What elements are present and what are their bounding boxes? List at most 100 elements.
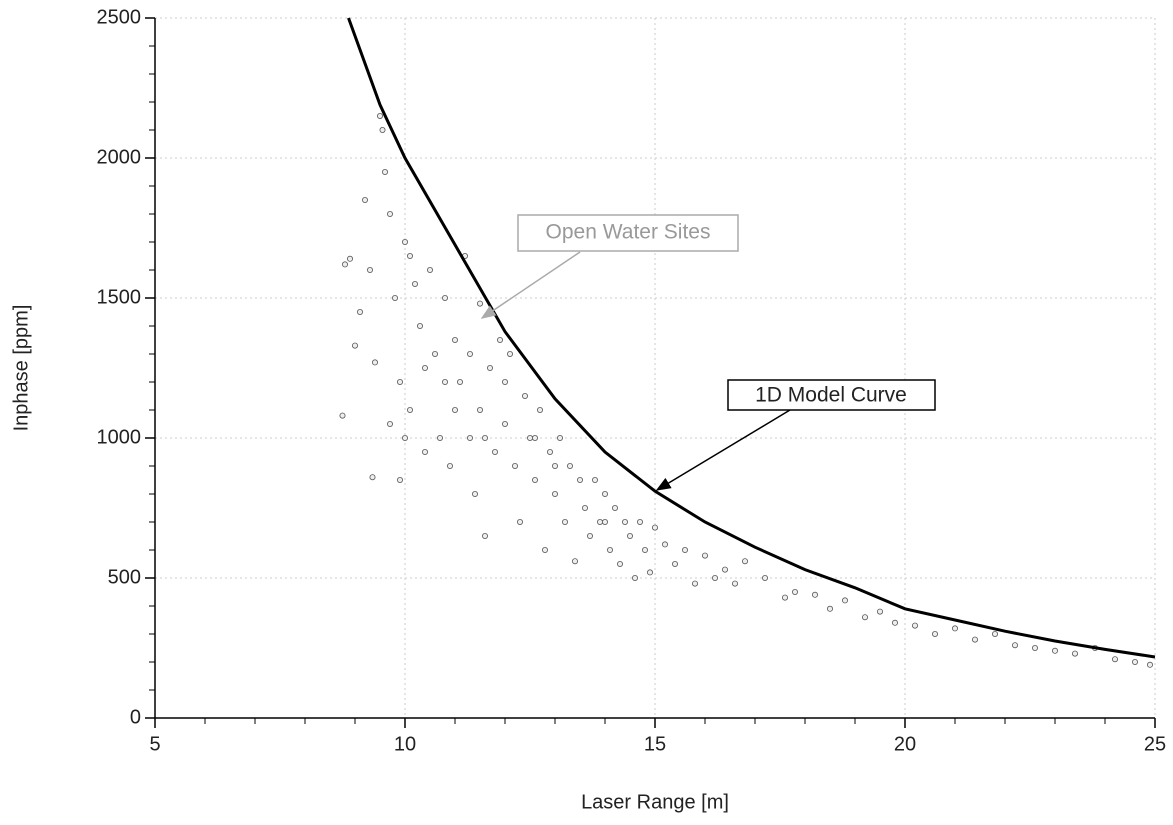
point	[597, 519, 604, 526]
point	[582, 504, 589, 511]
point	[401, 238, 408, 245]
point	[341, 261, 348, 268]
point	[441, 378, 448, 385]
point	[572, 558, 579, 565]
point	[481, 533, 488, 540]
point	[1032, 645, 1039, 652]
point	[506, 350, 513, 357]
point	[386, 210, 393, 217]
point	[932, 631, 939, 638]
point	[451, 406, 458, 413]
y-tick-label: 2500	[97, 6, 142, 28]
point	[501, 420, 508, 427]
point	[587, 533, 594, 540]
point	[496, 336, 503, 343]
x-axis-label: Laser Range [m]	[581, 791, 729, 813]
point	[577, 476, 584, 483]
point	[456, 378, 463, 385]
point	[1052, 647, 1059, 654]
point	[1012, 642, 1019, 649]
point	[742, 558, 749, 565]
point	[672, 561, 679, 568]
point	[602, 490, 609, 497]
point	[436, 434, 443, 441]
point	[366, 266, 373, 273]
point	[446, 462, 453, 469]
point	[396, 378, 403, 385]
point	[1072, 650, 1079, 657]
point	[662, 541, 669, 548]
point	[371, 359, 378, 366]
point	[567, 462, 574, 469]
x-tick-label: 15	[644, 733, 666, 755]
annotation-arrow	[480, 251, 581, 319]
point	[401, 434, 408, 441]
point	[369, 474, 376, 481]
point	[557, 434, 564, 441]
point	[411, 280, 418, 287]
point	[386, 420, 393, 427]
point	[912, 622, 919, 629]
annotation-text: Open Water Sites	[546, 221, 711, 244]
point	[642, 547, 649, 554]
point	[647, 569, 654, 576]
point	[512, 462, 519, 469]
point	[682, 547, 689, 554]
point	[542, 547, 549, 554]
point	[622, 519, 629, 526]
point	[632, 575, 639, 582]
point	[416, 322, 423, 329]
point	[652, 524, 659, 531]
annotation-text: 1D Model Curve	[755, 384, 907, 407]
point	[532, 434, 539, 441]
point	[381, 168, 388, 175]
point	[617, 561, 624, 568]
point	[792, 589, 799, 596]
point	[612, 504, 619, 511]
point	[952, 625, 959, 632]
y-tick-label: 2000	[97, 146, 142, 168]
point	[827, 605, 834, 612]
point	[406, 406, 413, 413]
point	[346, 255, 353, 262]
point	[426, 266, 433, 273]
point	[842, 597, 849, 604]
point	[552, 462, 559, 469]
point	[1147, 661, 1154, 668]
x-tick-label: 5	[149, 733, 160, 755]
point	[517, 519, 524, 526]
point	[627, 533, 634, 540]
point	[602, 519, 609, 526]
point	[431, 350, 438, 357]
point	[862, 614, 869, 621]
point	[451, 336, 458, 343]
point	[356, 308, 363, 315]
x-tick-label: 25	[1144, 733, 1166, 755]
point	[421, 448, 428, 455]
point	[532, 476, 539, 483]
point	[892, 619, 899, 626]
annotation-arrow	[655, 409, 791, 491]
point	[441, 294, 448, 301]
point	[361, 196, 368, 203]
point	[421, 364, 428, 371]
point	[476, 300, 483, 307]
point	[552, 490, 559, 497]
point	[491, 448, 498, 455]
point	[486, 364, 493, 371]
point	[537, 406, 544, 413]
point	[782, 594, 789, 601]
y-tick-label: 0	[130, 706, 141, 728]
y-axis-label: Inphase [ppm]	[10, 305, 32, 432]
point	[471, 490, 478, 497]
point	[812, 591, 819, 598]
point	[466, 350, 473, 357]
point	[351, 342, 358, 349]
point	[379, 127, 386, 134]
x-tick-label: 10	[394, 733, 416, 755]
model-curve	[347, 17, 1156, 659]
point	[391, 294, 398, 301]
point	[1132, 659, 1139, 666]
point	[466, 434, 473, 441]
annotation-box	[517, 214, 739, 252]
